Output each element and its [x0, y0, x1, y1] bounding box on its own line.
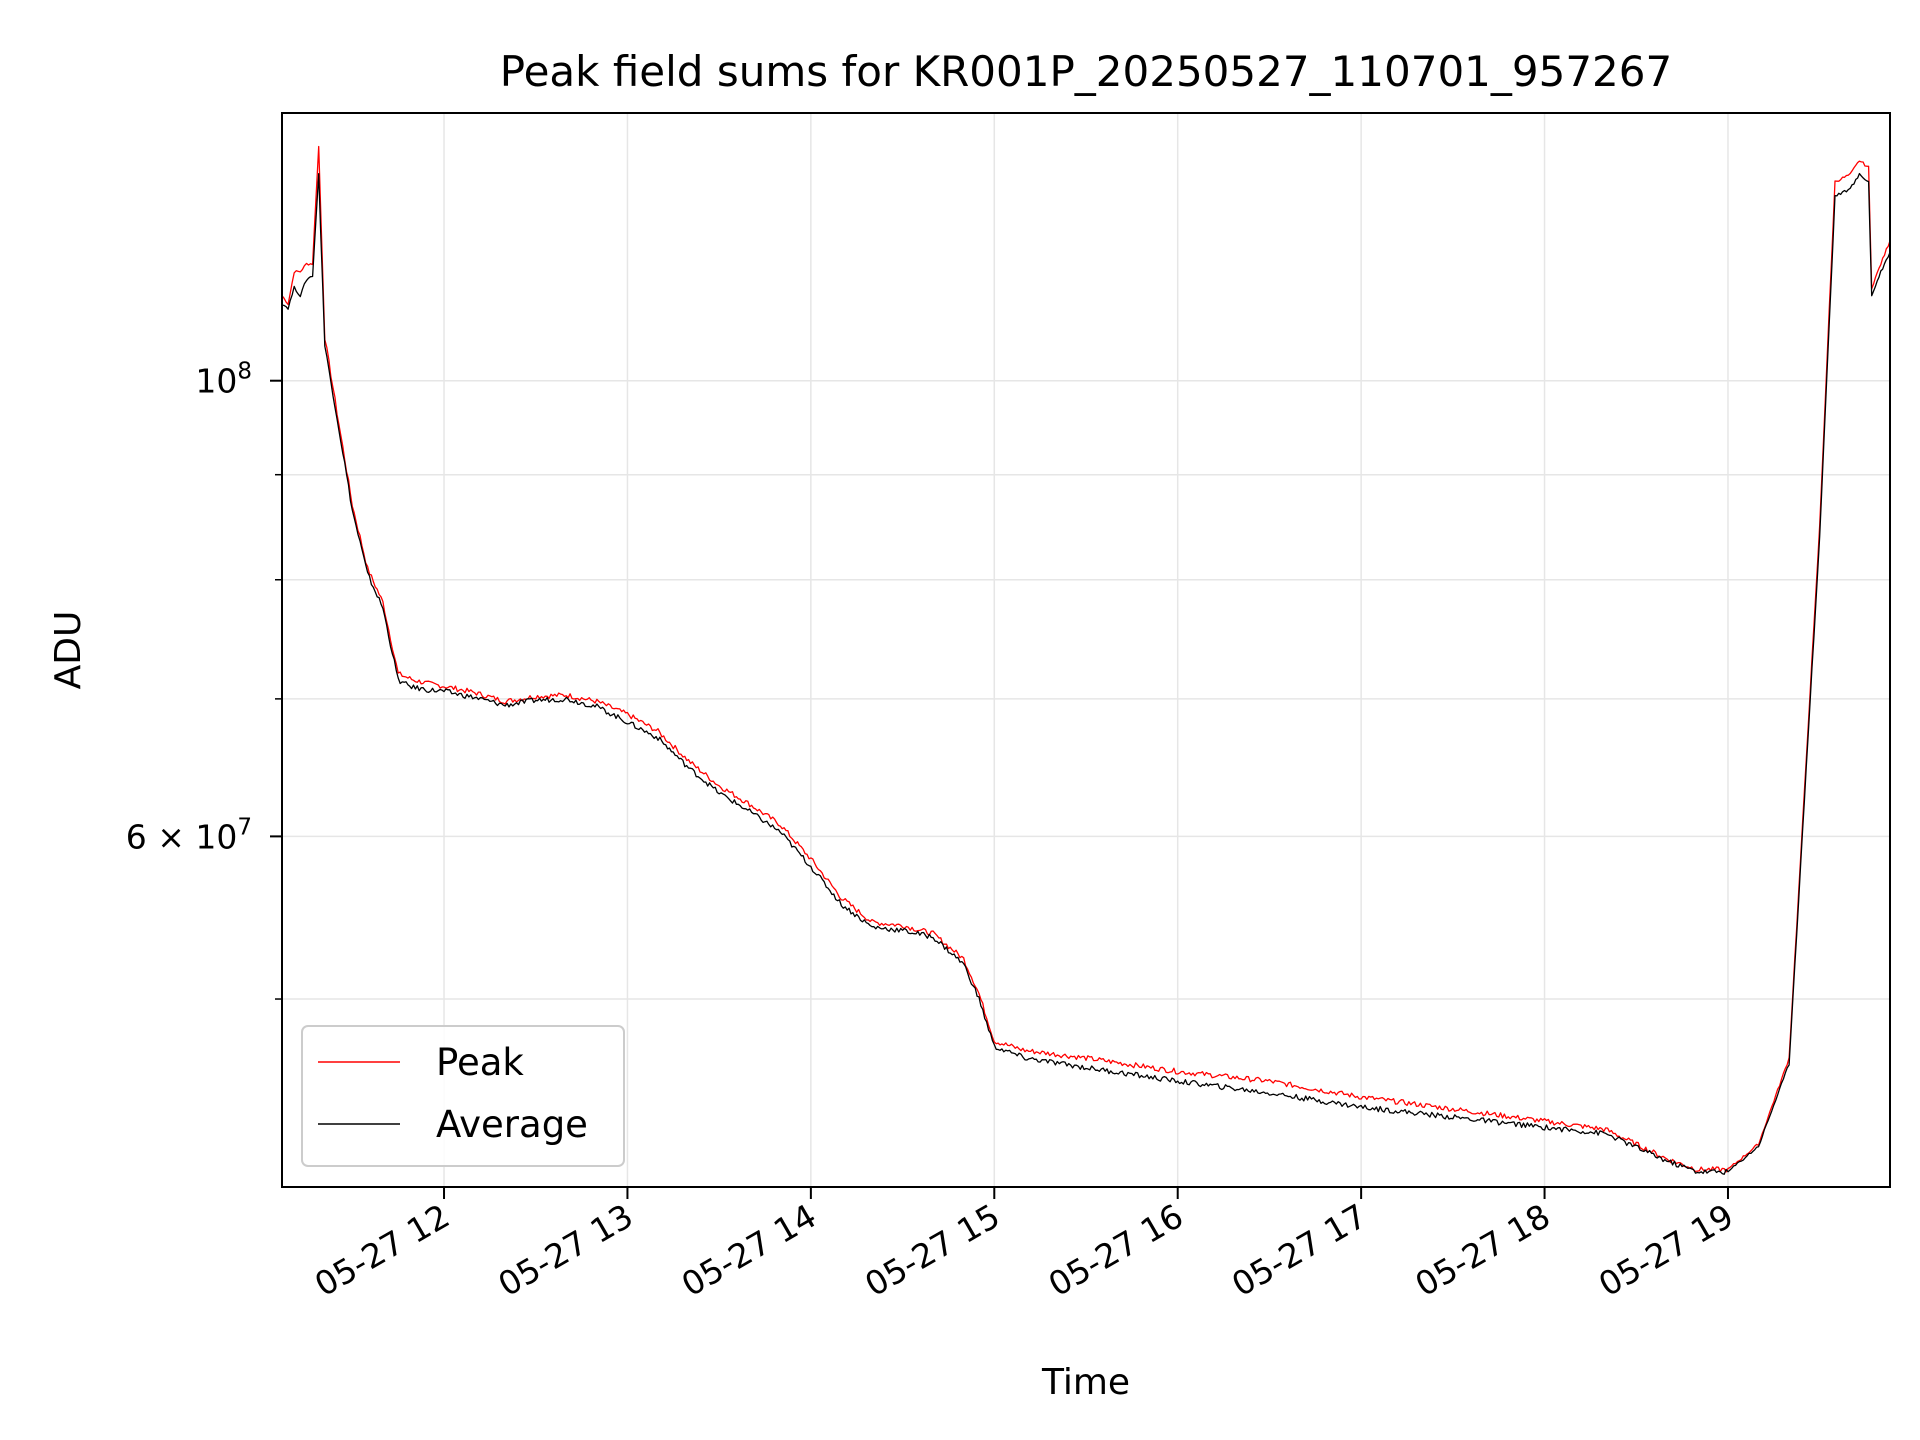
series-line-peak	[281, 145, 1891, 1173]
legend: Peak Average	[301, 1025, 625, 1167]
legend-box	[301, 1025, 625, 1167]
y-tick-label: 6 × 107	[126, 814, 252, 856]
y-tick-label: 108	[195, 359, 252, 401]
x-tick-label: 05-27 14	[675, 1196, 823, 1304]
chart-title: Peak field sums for KR001P_20250527_1107…	[500, 47, 1672, 96]
x-tick-label: 05-27 12	[308, 1196, 456, 1304]
x-axis-ticks: 05-27 12 05-27 13 05-27 14 05-27 15 05-27 16…	[308, 1187, 1740, 1304]
y-axis-ticks: 108 6 × 107	[126, 359, 282, 1000]
x-tick-label: 05-27 16	[1042, 1196, 1190, 1304]
x-tick-label: 05-27 19	[1592, 1196, 1740, 1304]
x-tick-label: 05-27 18	[1409, 1196, 1557, 1304]
series-line-average	[281, 172, 1891, 1175]
y-axis-title: ADU	[48, 611, 89, 690]
plot-frame	[281, 112, 1891, 1188]
legend-label-average: Average	[436, 1103, 588, 1146]
legend-label-peak: Peak	[436, 1041, 524, 1084]
x-axis-title: Time	[1041, 1362, 1130, 1403]
x-tick-label: 05-27 17	[1225, 1196, 1373, 1304]
x-tick-label: 05-27 13	[491, 1196, 639, 1304]
x-tick-label: 05-27 15	[858, 1196, 1006, 1304]
grid	[282, 113, 1890, 1187]
series-lines	[281, 145, 1891, 1175]
